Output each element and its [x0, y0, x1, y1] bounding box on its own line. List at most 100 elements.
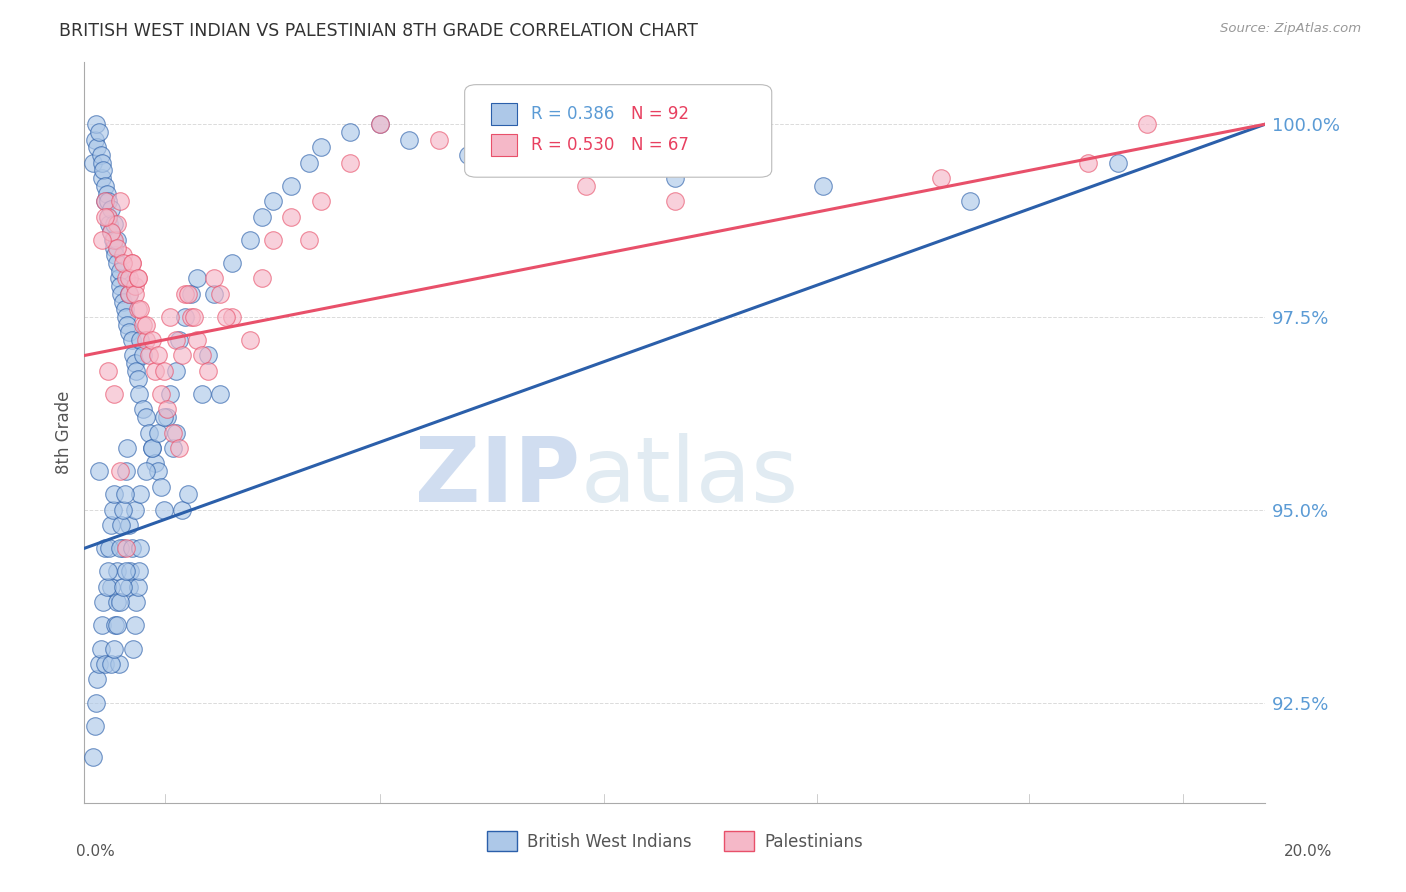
Point: [98, 541, 121, 556]
Point: [209, 286, 232, 301]
Point: [121, 541, 143, 556]
Point: [138, 349, 160, 363]
Point: [97, 565, 120, 579]
Point: [250, 210, 273, 224]
Point: [398, 132, 420, 146]
Point: [114, 271, 136, 285]
Point: [94, 194, 117, 209]
Text: 20.0%: 20.0%: [1284, 845, 1331, 859]
Point: [96, 580, 118, 594]
Point: [197, 349, 219, 363]
Point: [91, 618, 114, 632]
Point: [108, 464, 131, 478]
Point: [170, 502, 193, 516]
Point: [262, 233, 284, 247]
Point: [120, 565, 142, 579]
Point: [91, 155, 114, 169]
Point: [159, 387, 181, 401]
Point: [105, 218, 128, 232]
Point: [115, 318, 138, 332]
Point: [209, 387, 232, 401]
Point: [105, 233, 128, 247]
Point: [103, 387, 125, 401]
Point: [180, 286, 202, 301]
Bar: [491, 103, 516, 126]
Point: [97, 210, 120, 224]
Point: [87, 464, 111, 478]
Point: [129, 333, 152, 347]
Point: [173, 286, 195, 301]
Point: [128, 387, 150, 401]
Point: [929, 171, 952, 186]
Point: [239, 233, 262, 247]
Point: [84, 696, 107, 710]
Point: [114, 310, 136, 324]
Point: [368, 117, 391, 131]
Legend: British West Indians, Palestinians: British West Indians, Palestinians: [479, 825, 870, 857]
FancyBboxPatch shape: [464, 85, 772, 178]
Point: [96, 186, 118, 201]
Point: [156, 402, 179, 417]
Point: [105, 618, 128, 632]
Point: [141, 441, 163, 455]
Point: [98, 218, 121, 232]
Point: [118, 580, 141, 594]
Point: [159, 310, 181, 324]
Point: [91, 171, 114, 186]
Point: [129, 487, 152, 501]
Point: [107, 271, 129, 285]
Point: [128, 565, 150, 579]
Point: [1077, 155, 1099, 169]
Point: [427, 132, 450, 146]
Point: [309, 194, 332, 209]
Point: [124, 286, 146, 301]
Point: [91, 163, 114, 178]
Point: [101, 233, 124, 247]
Point: [148, 425, 170, 440]
Point: [100, 518, 122, 533]
Point: [148, 464, 170, 478]
Point: [132, 349, 155, 363]
Text: BRITISH WEST INDIAN VS PALESTINIAN 8TH GRADE CORRELATION CHART: BRITISH WEST INDIAN VS PALESTINIAN 8TH G…: [59, 22, 697, 40]
Point: [103, 233, 125, 247]
Point: [129, 302, 152, 317]
Point: [84, 132, 107, 146]
Point: [664, 194, 686, 209]
Point: [84, 117, 107, 131]
Point: [103, 240, 125, 254]
Point: [114, 487, 136, 501]
Point: [103, 218, 125, 232]
Point: [82, 749, 104, 764]
Point: [105, 595, 128, 609]
Point: [221, 310, 243, 324]
Point: [97, 210, 120, 224]
Point: [125, 364, 148, 378]
Point: [162, 441, 184, 455]
Point: [108, 541, 131, 556]
Point: [202, 271, 225, 285]
Point: [108, 279, 131, 293]
Point: [118, 518, 141, 533]
Point: [111, 248, 134, 262]
Point: [124, 502, 146, 516]
Point: [103, 641, 125, 656]
Point: [165, 425, 187, 440]
Point: [118, 286, 141, 301]
Point: [86, 673, 108, 687]
Point: [115, 441, 138, 455]
Point: [339, 125, 361, 139]
Point: [167, 441, 190, 455]
Point: [180, 310, 202, 324]
Point: [97, 194, 120, 209]
Point: [153, 502, 176, 516]
Point: [105, 240, 128, 254]
Point: [1136, 117, 1159, 131]
Point: [141, 333, 163, 347]
Point: [94, 194, 117, 209]
Point: [959, 194, 981, 209]
Point: [111, 502, 134, 516]
Point: [84, 719, 107, 733]
Text: atlas: atlas: [581, 433, 799, 521]
Point: [170, 349, 193, 363]
Point: [100, 202, 122, 216]
